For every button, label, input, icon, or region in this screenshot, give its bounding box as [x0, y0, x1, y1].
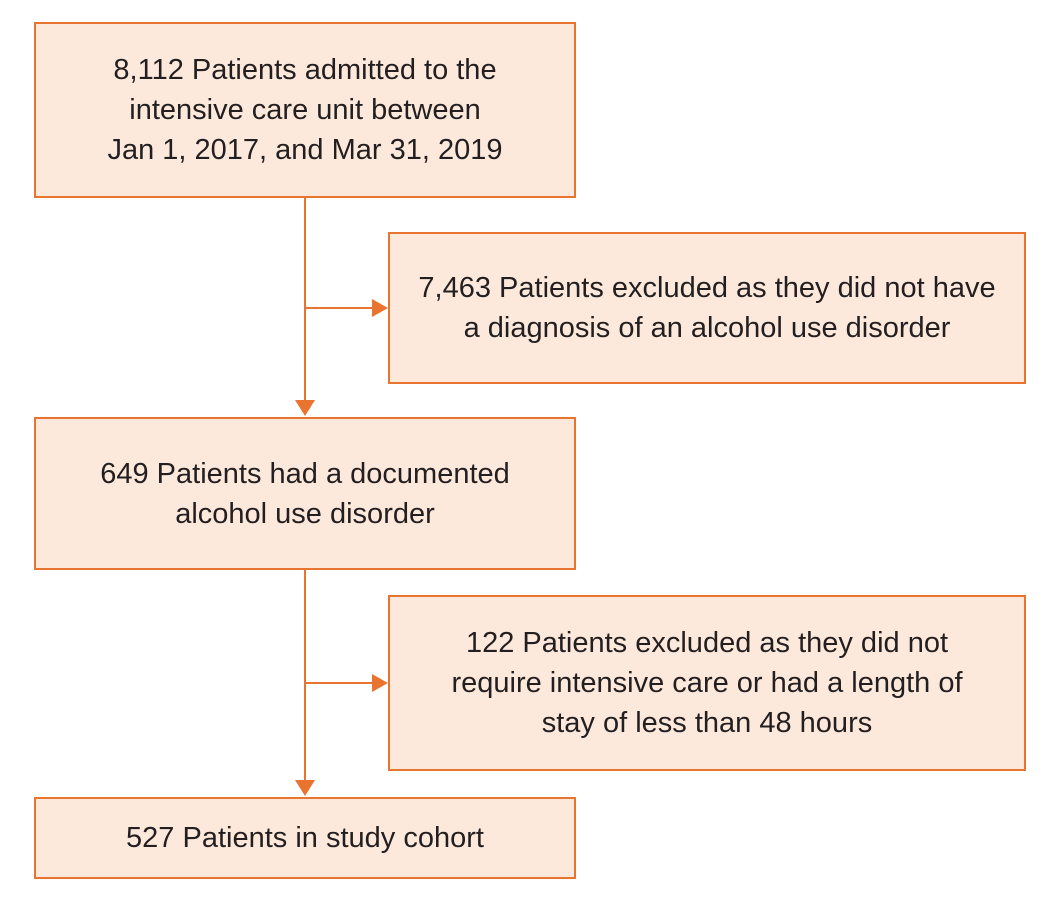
admitted-box: 8,112 Patients admitted to the intensive… [34, 22, 576, 198]
text-line: 8,112 Patients admitted to the [113, 54, 497, 86]
admitted-text: 8,112 Patients admitted to the intensive… [93, 50, 516, 170]
text-line: alcohol use disorder [175, 497, 435, 530]
documented-aud-text: 649 Patients had a documented alcohol us… [86, 454, 524, 534]
text-line: require intensive care or had a length o… [451, 667, 963, 699]
arrow-right-icon [372, 299, 388, 317]
text-line: 122 Patients excluded as they did not [465, 627, 949, 659]
text-line: intensive care unit between [129, 94, 481, 126]
study-cohort-box: 527 Patients in study cohort [34, 797, 576, 879]
documented-aud-box: 649 Patients had a documented alcohol us… [34, 417, 576, 570]
text-line: 527 Patients in study cohort [126, 822, 484, 854]
excluded-no-aud-box: 7,463 Patients excluded as they did not … [388, 232, 1026, 384]
study-cohort-text: 527 Patients in study cohort [112, 818, 498, 858]
excluded-los-box: 122 Patients excluded as they did not re… [388, 595, 1026, 771]
excluded-los-text: 122 Patients excluded as they did not re… [437, 623, 976, 743]
text-line: 649 Patients had a documented [100, 457, 510, 490]
text-line: a diagnosis of an alcohol use disorder [463, 312, 951, 344]
text-line: Jan 1, 2017, and Mar 31, 2019 [107, 134, 503, 166]
arrow-down-icon [295, 400, 315, 416]
arrow-down-icon [295, 780, 315, 796]
text-line: stay of less than 48 hours [541, 707, 873, 739]
excluded-no-aud-text: 7,463 Patients excluded as they did not … [404, 268, 1009, 348]
text-line: 7,463 Patients excluded as they did not … [418, 272, 996, 304]
arrow-right-icon [372, 674, 388, 692]
